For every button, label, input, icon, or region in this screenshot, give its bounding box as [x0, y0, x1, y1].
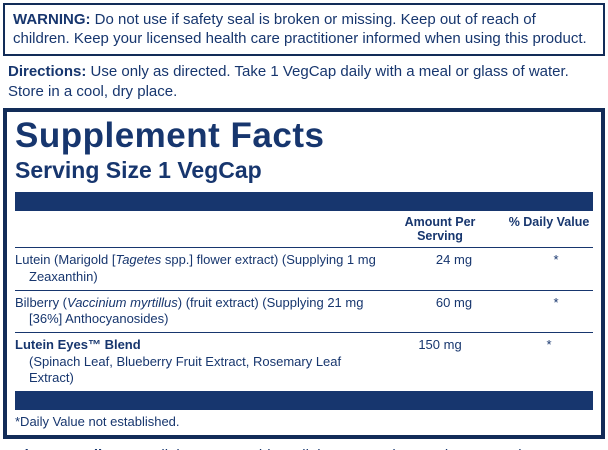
supplement-facts-title: Supplement Facts — [15, 115, 325, 155]
ingredient-name: Lutein (Marigold [Tagetes spp.] flower e… — [15, 252, 389, 285]
divider-bar-bottom — [15, 391, 593, 410]
ingredient-name-italic: Vaccinium myrtillus — [67, 294, 178, 310]
facts-table: Amount Per Serving % Daily Value Lutein … — [15, 211, 593, 392]
ingredient-name-post: ) (fruit extract) (Supplying 21 mg [36%]… — [29, 294, 364, 326]
table-row: Lutein (Marigold [Tagetes spp.] flower e… — [15, 247, 593, 290]
ingredient-name: Lutein Eyes™ Blend (Spinach Leaf, Bluebe… — [15, 337, 375, 386]
header-daily-value: % Daily Value — [505, 215, 593, 229]
serving-size: Serving Size 1 VegCap — [15, 156, 262, 183]
table-header-row: Amount Per Serving % Daily Value — [15, 211, 593, 248]
daily-value-footnote: *Daily Value not established. — [15, 414, 180, 429]
other-ingredients-text: Cellulose, Vegetable Cellulose Capsule, … — [8, 447, 542, 450]
ingredient-name-italic: Tagetes — [115, 252, 162, 268]
header-amount-text: Amount Per Serving — [404, 214, 476, 243]
ingredient-name-pre: Lutein (Marigold [ — [15, 252, 116, 268]
divider-bar-top — [15, 191, 593, 211]
table-row: Bilberry (Vaccinium myrtillus) (fruit ex… — [15, 289, 593, 333]
header-amount-per-serving: Amount Per Serving — [375, 215, 505, 244]
ingredient-dv: * — [553, 294, 559, 310]
ingredient-amount: 24 mg — [435, 252, 473, 268]
ingredient-name-post: spp.] flower extract) (Supplying 1 mg Ze… — [29, 252, 376, 284]
ingredient-amount: 60 mg — [435, 294, 473, 310]
ingredient-amount: 150 mg — [418, 337, 462, 353]
ingredient-dv: * — [553, 252, 559, 268]
ingredient-name-pre: Bilberry ( — [15, 294, 68, 310]
table-row: Lutein Eyes™ Blend (Spinach Leaf, Bluebe… — [15, 332, 593, 391]
warning-label: WARNING: — [13, 11, 91, 28]
ingredient-name-bold: Lutein Eyes™ Blend — [15, 337, 141, 353]
other-ingredients-section: Other Ingredients: Cellulose, Vegetable … — [3, 439, 605, 450]
warning-box: WARNING: Do not use if safety seal is br… — [3, 3, 605, 57]
directions-section: Directions: Use only as directed. Take 1… — [3, 56, 605, 107]
ingredient-dv: * — [546, 337, 552, 353]
ingredient-sub-text: (Spinach Leaf, Blueberry Fruit Extract, … — [29, 353, 342, 385]
supplement-facts-panel: Supplement Facts Serving Size 1 VegCap A… — [3, 107, 605, 439]
directions-label: Directions: — [8, 63, 87, 81]
directions-text: Use only as directed. Take 1 VegCap dail… — [8, 63, 569, 100]
header-daily-value-text: % Daily Value — [508, 214, 590, 229]
ingredient-name: Bilberry (Vaccinium myrtillus) (fruit ex… — [15, 295, 389, 328]
warning-text: Do not use if safety seal is broken or m… — [13, 11, 587, 48]
other-ingredients-label: Other Ingredients: — [8, 447, 138, 450]
